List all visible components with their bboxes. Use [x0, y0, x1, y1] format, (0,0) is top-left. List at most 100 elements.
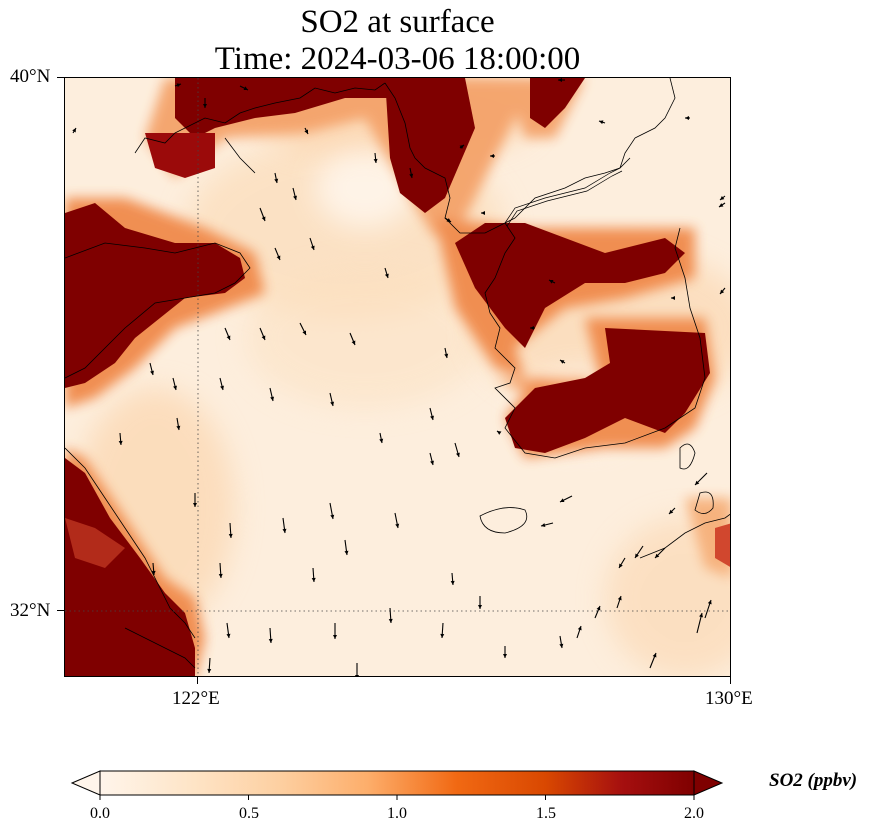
wind-arrow-head [351, 340, 356, 345]
colorbar-tick-2: 1.0 [387, 805, 407, 822]
wind-arrow-head [459, 145, 464, 149]
wind-arrow-head [344, 550, 349, 555]
wind-arrow-head [530, 326, 534, 330]
colorbar-gradient [99, 770, 695, 796]
wind-arrow-head [388, 618, 393, 623]
wind-arrow-head [193, 503, 197, 507]
wind-arrow-head [150, 370, 154, 375]
wind-arrow-head [293, 195, 297, 200]
wind-arrow-head [384, 273, 389, 278]
colorbar-tick-0: 0.0 [90, 805, 110, 822]
lon-tick-130 [730, 677, 731, 684]
wind-arrow-head [455, 452, 460, 457]
wind-arrow-head [302, 330, 306, 335]
wind-arrow-head [617, 596, 622, 601]
wind-arrow-head [669, 509, 674, 514]
wind-arrow-head [261, 216, 266, 221]
lat-label-40: 40°N [10, 66, 51, 87]
wind-arrow-head [333, 635, 337, 639]
wind-arrow-head [268, 638, 273, 643]
wind-arrow-head [619, 563, 623, 568]
lat-tick-32 [57, 610, 64, 611]
border-lines [504, 167, 623, 227]
wind-arrow-head [577, 626, 582, 631]
wind-arrow-head [490, 154, 494, 158]
wind-arrow-head [685, 116, 689, 120]
wind-arrow-head [218, 573, 223, 578]
lon-tick-122 [197, 677, 198, 684]
colorbar-label: SO2 (ppbv) [769, 770, 858, 791]
wind-arrow-head [176, 83, 181, 88]
lat-label-32: 32°N [10, 600, 51, 621]
colorbar-tick-1: 0.5 [239, 805, 259, 822]
wind-arrow-head [497, 431, 502, 435]
so2-field-hotspots [65, 78, 730, 676]
wind-arrow-head [635, 553, 639, 558]
wind-arrow-head [226, 633, 231, 638]
wind-arrow-head [478, 605, 482, 609]
wind-arrow-head [373, 158, 378, 163]
colorbar-tick-3: 1.5 [536, 805, 556, 822]
wind-vectors [72, 78, 726, 676]
wind-arrow-head [203, 104, 207, 108]
wind-arrow-head [330, 401, 335, 406]
wind-arrow-head [207, 668, 212, 673]
wind-arrow-head [176, 425, 181, 430]
wind-arrow-head [699, 613, 703, 618]
wind-arrow-head [228, 533, 233, 538]
map-title-line-2: Time: 2024-03-06 18:00:00 [214, 41, 581, 77]
wind-arrow-head [274, 178, 279, 183]
wind-arrow-head [446, 218, 451, 222]
wind-arrow-head [599, 120, 604, 125]
wind-arrow-head [541, 523, 546, 527]
so2-map [65, 78, 730, 676]
wind-arrow-head [310, 245, 315, 250]
wind-arrow-head [226, 335, 231, 340]
wind-arrow-head [440, 633, 445, 638]
wind-arrow-head [450, 580, 455, 585]
wind-arrow-head [503, 654, 507, 658]
wind-arrow-head [304, 129, 308, 134]
wind-arrow-head [444, 353, 449, 358]
wind-arrow-head [330, 514, 335, 519]
wind-arrow-head [430, 460, 434, 465]
wind-arrow-head [481, 211, 485, 215]
wind-arrow-head [695, 480, 700, 485]
lat-tick-40 [57, 77, 64, 78]
wind-arrow-head [151, 570, 156, 575]
wind-arrow-head [549, 280, 554, 284]
wind-arrow-head [355, 675, 359, 676]
wind-arrow-head [720, 289, 725, 294]
lon-label-130: 130°E [705, 688, 753, 709]
wind-arrow-head [707, 600, 712, 605]
wind-arrow-head [311, 577, 316, 582]
gridlines [65, 78, 730, 676]
map-panel [64, 77, 731, 677]
wind-arrow-head [282, 528, 287, 533]
wind-arrow-head [560, 498, 565, 502]
wind-arrow-head [655, 553, 660, 558]
wind-arrow-head [719, 203, 724, 207]
colorbar-extend-min [70, 770, 101, 796]
wind-arrow-head [276, 255, 281, 260]
map-title-line-1: SO2 at surface [300, 4, 495, 40]
wind-arrow-head [596, 606, 601, 611]
lon-label-122: 122°E [172, 688, 220, 709]
wind-arrow-head [430, 415, 434, 420]
wind-arrow-head [560, 360, 565, 364]
wind-arrow-head [220, 385, 224, 390]
wind-arrow-head [72, 128, 76, 133]
wind-arrow-head [558, 78, 562, 82]
colorbar-extend-max [693, 770, 724, 796]
wind-arrow-head [652, 653, 657, 658]
wind-arrow-head [270, 396, 275, 401]
wind-arrow-head [395, 523, 400, 528]
wind-arrow-head [559, 643, 564, 648]
wind-arrow-head [379, 438, 384, 443]
wind-arrow-head [720, 195, 725, 200]
colorbar [70, 770, 724, 800]
wind-arrow-head [243, 86, 248, 90]
wind-arrow-head [671, 296, 675, 300]
wind-arrow-head [409, 173, 414, 178]
wind-arrow-head [173, 385, 177, 390]
